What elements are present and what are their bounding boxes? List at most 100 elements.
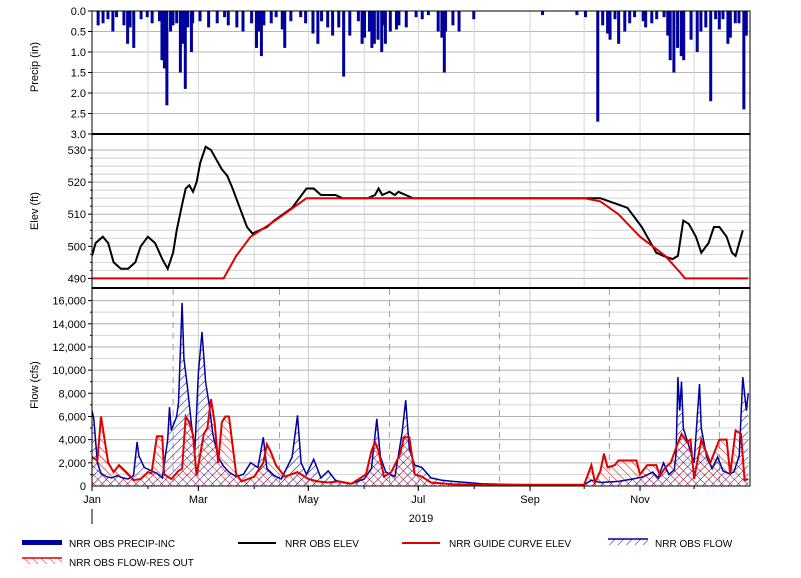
- legend-item: NRR OBS PRECIP-INC: [22, 539, 175, 550]
- flow-x-tick-label: Nov: [630, 494, 650, 506]
- precip-bar: [617, 11, 621, 44]
- precip-bar: [165, 11, 169, 106]
- elevation-tick-label: 510: [68, 209, 86, 221]
- precip-bar: [388, 11, 392, 32]
- legend: NRR OBS PRECIP-INC NRR OBS ELEV NRR GUIDE …: [22, 538, 733, 569]
- precip-bar: [666, 11, 670, 36]
- precip-bar: [721, 11, 725, 20]
- legend-label: NRR OBS FLOW: [655, 539, 733, 550]
- precip-bar: [689, 11, 693, 40]
- precip-bar: [283, 11, 287, 48]
- precip-bar: [733, 11, 737, 24]
- legend-swatch-bar: [22, 540, 62, 545]
- legend-swatch-hatch: [22, 558, 62, 564]
- precip-bar: [101, 11, 105, 24]
- precip-bar: [126, 11, 130, 44]
- precip-bar: [608, 11, 612, 40]
- precip-tick-label: 0.0: [71, 6, 86, 18]
- flow-tick-label: 6,000: [58, 411, 86, 423]
- precip-bar: [601, 11, 605, 26]
- precip-bar: [370, 11, 374, 48]
- precip-bar: [289, 11, 293, 22]
- flow-x-tick-label: May: [298, 494, 319, 506]
- precip-bar: [139, 11, 143, 20]
- precip-bar: [633, 11, 637, 18]
- precip-bar: [655, 11, 659, 20]
- precip-bar: [436, 11, 440, 32]
- precip-bar: [331, 11, 335, 36]
- elevation-y-ticks: 490 500 510 520 530: [68, 145, 92, 285]
- precip-bar: [189, 11, 193, 52]
- elevation-tick-label: 520: [68, 177, 86, 189]
- res-out-line: [92, 398, 749, 486]
- precip-bar: [169, 11, 173, 32]
- flow-tick-label: 4,000: [58, 435, 86, 447]
- precip-bar: [255, 11, 258, 48]
- precip-bar: [207, 11, 211, 28]
- precip-tick-label: 0.5: [71, 27, 86, 39]
- precip-bar: [320, 11, 324, 22]
- flow-tick-label: 16,000: [52, 296, 86, 308]
- obs-elev-line: [92, 145, 744, 272]
- precip-bar: [575, 11, 579, 16]
- precip-bar: [451, 11, 455, 26]
- flow-tick-label: 2,000: [58, 458, 86, 470]
- legend-item: NRR OBS ELEV: [238, 539, 359, 550]
- precip-tick-label: 1.5: [71, 68, 86, 80]
- precip-bar: [679, 11, 683, 57]
- precip-bar: [584, 11, 587, 18]
- precip-bar: [376, 11, 380, 40]
- precip-bar: [257, 11, 261, 32]
- legend-label: NRR GUIDE CURVE ELEV: [449, 539, 571, 550]
- precip-bar: [304, 11, 308, 24]
- precip-bar: [383, 11, 387, 44]
- precip-bar: [158, 11, 162, 22]
- precip-bar: [360, 11, 364, 44]
- precip-bar: [372, 11, 376, 44]
- precip-bar: [178, 11, 182, 73]
- guide-curve-line: [92, 197, 749, 280]
- precip-bar: [714, 11, 718, 20]
- precip-bar: [175, 11, 179, 24]
- flow-tick-label: 14,000: [52, 319, 86, 331]
- precip-tick-label: 2.0: [71, 88, 86, 100]
- precip-bar: [744, 11, 748, 36]
- elevation-gridlines: [92, 134, 750, 288]
- flow-tick-label: 0: [80, 481, 86, 493]
- flow-x-tick-label: Sep: [520, 494, 540, 506]
- flow-tick-label: 10,000: [52, 365, 86, 377]
- precip-bar: [150, 11, 154, 24]
- flow-tick-label: 12,000: [52, 342, 86, 354]
- precip-bar: [198, 11, 202, 22]
- precip-bar: [737, 11, 741, 24]
- precip-bar: [742, 11, 746, 110]
- precip-bar: [426, 11, 430, 16]
- legend-label: NRR OBS PRECIP-INC: [69, 539, 175, 550]
- precip-bar: [235, 11, 239, 28]
- panel-frames: [91, 10, 751, 487]
- precip-bar: [444, 11, 448, 32]
- precip-bar: [704, 11, 708, 28]
- precip-bar: [397, 11, 401, 26]
- precip-bars: [96, 11, 748, 122]
- flow-x-ticks: Jan Mar May Jul Sep Nov: [83, 486, 695, 506]
- precip-bar: [356, 11, 360, 22]
- precip-gridlines: [92, 11, 750, 134]
- precip-bar: [262, 11, 266, 26]
- precip-bar: [440, 11, 444, 38]
- flow-x-tick-label: Jan: [83, 494, 101, 506]
- precip-bar: [662, 11, 666, 18]
- precip-bar: [259, 11, 263, 57]
- year-label: 2019: [409, 513, 433, 525]
- precip-bar: [457, 11, 461, 32]
- precip-bar: [668, 11, 672, 61]
- precip-bar: [699, 11, 703, 32]
- precip-bar: [472, 11, 476, 20]
- elevation-tick-label: 500: [68, 241, 86, 253]
- precip-bar: [420, 11, 424, 20]
- precip-bar: [115, 11, 119, 18]
- precip-y-ticks: 0.0 0.5 1.0 1.5 2.0 2.5 3.0: [71, 6, 92, 141]
- precip-tick-label: 1.0: [71, 47, 86, 59]
- legend-item: NRR GUIDE CURVE ELEV: [402, 539, 571, 550]
- precip-bar: [613, 11, 617, 20]
